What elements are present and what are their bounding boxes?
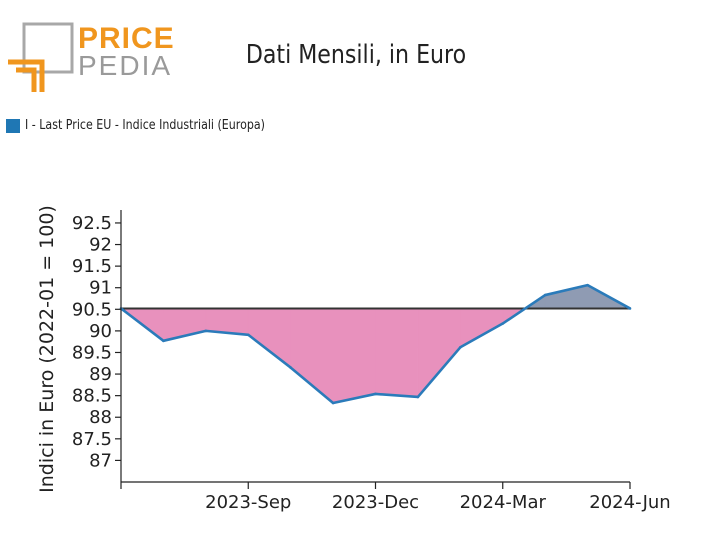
legend-label: I - Last Price EU - Indice Industriali (… bbox=[25, 118, 265, 133]
x-ticks: 2023-Sep 2023-Dec 2024-Mar 2024-Jun bbox=[120, 482, 671, 513]
data-point bbox=[501, 322, 505, 325]
area-below-baseline bbox=[290, 308, 334, 404]
data-point bbox=[628, 307, 632, 310]
data-point bbox=[162, 339, 165, 343]
data-point bbox=[459, 345, 462, 349]
pricepedia-logo: PRICE PEDIA bbox=[8, 22, 174, 92]
data-point bbox=[246, 333, 250, 337]
area-below-baseline bbox=[375, 308, 419, 398]
y-tick-label: 91 bbox=[89, 278, 112, 299]
y-tick-label: 88.5 bbox=[72, 386, 112, 407]
y-tick-label: 90.5 bbox=[72, 299, 112, 320]
chart-title: Dati Mensili, in Euro bbox=[245, 40, 467, 70]
y-tick-label: 89.5 bbox=[72, 342, 112, 363]
y-tick-label: 90 bbox=[89, 321, 112, 342]
y-tick-label: 92 bbox=[89, 235, 112, 256]
data-point bbox=[543, 293, 547, 297]
data-point bbox=[416, 395, 420, 399]
logo-mark-icon bbox=[8, 22, 74, 92]
data-point bbox=[204, 329, 208, 333]
area-below-baseline bbox=[417, 308, 461, 398]
legend[interactable]: I - Last Price EU - Indice Industriali (… bbox=[6, 118, 307, 133]
x-tick-label: 2023-Dec bbox=[332, 492, 419, 513]
y-tick-label: 91.5 bbox=[72, 256, 112, 277]
y-tick-label: 89 bbox=[89, 364, 112, 385]
data-point bbox=[374, 392, 377, 396]
y-tick-label: 92.5 bbox=[72, 213, 112, 234]
logo-text-pedia: PEDIA bbox=[78, 50, 173, 81]
y-tick-label: 87 bbox=[89, 450, 112, 471]
area-below-baseline bbox=[247, 308, 291, 369]
data-points bbox=[119, 283, 632, 405]
data-point bbox=[331, 401, 335, 405]
data-point bbox=[586, 283, 589, 287]
area-above-baseline bbox=[544, 284, 588, 309]
x-tick-label: 2024-Jun bbox=[589, 492, 670, 513]
x-tick-label: 2024-Mar bbox=[460, 492, 547, 513]
logo-text-price: PRICE bbox=[78, 22, 175, 55]
fill-areas bbox=[120, 284, 631, 404]
y-axis-label: Indici in Euro (2022-01 = 100) bbox=[36, 205, 58, 493]
legend-swatch bbox=[6, 118, 20, 133]
area-below-baseline bbox=[332, 308, 376, 404]
data-point bbox=[289, 366, 292, 369]
y-tick-label: 87.5 bbox=[72, 429, 112, 450]
x-tick-label: 2023-Sep bbox=[205, 492, 291, 513]
y-tick-label: 88 bbox=[89, 407, 112, 428]
